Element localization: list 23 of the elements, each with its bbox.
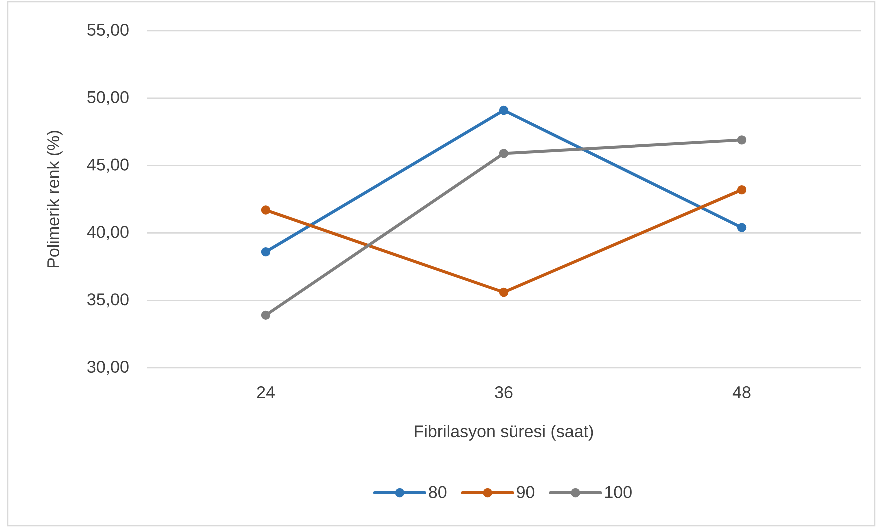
x-tick-label: 24 [257, 386, 275, 398]
legend-label: 90 [517, 486, 535, 498]
x-axis-title: Fibrilasyon süresi (saat) [415, 425, 594, 441]
y-tick-label: 50,00 [88, 91, 129, 106]
legend-label: 80 [429, 486, 447, 498]
x-tick-label: 48 [732, 386, 751, 399]
y-tick-label: 45,00 [87, 158, 129, 173]
point [499, 149, 509, 158]
point [737, 136, 747, 145]
x-tick-label: 36 [495, 386, 513, 399]
point [499, 288, 509, 298]
legend-label: 100 [606, 486, 632, 498]
point [261, 247, 271, 257]
y-axis-title: Polimerik renk (%) [47, 131, 63, 268]
point [261, 206, 271, 215]
point [737, 223, 747, 232]
y-tick-label: 35,00 [88, 294, 129, 308]
point [737, 185, 747, 195]
y-tick-label: 55,00 [88, 24, 129, 38]
point [499, 106, 509, 116]
y-tick-label: 40,00 [87, 226, 129, 240]
point [261, 310, 271, 320]
y-tick-label: 30,00 [88, 360, 129, 376]
